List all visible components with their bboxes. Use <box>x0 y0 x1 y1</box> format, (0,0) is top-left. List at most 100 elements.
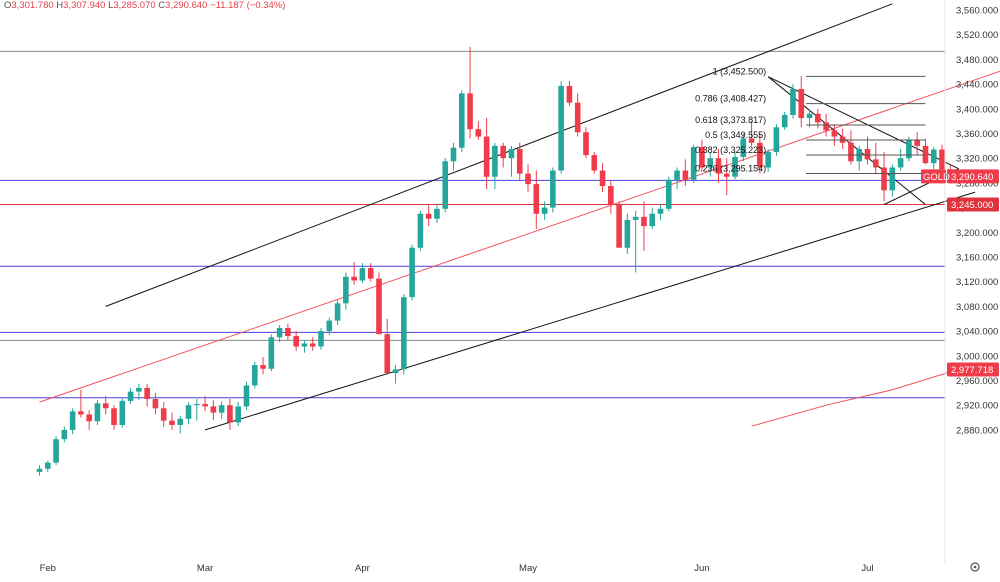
candle-body <box>194 403 200 406</box>
candle <box>293 331 299 351</box>
candle <box>591 152 598 174</box>
candle <box>608 179 614 214</box>
candle-body <box>318 331 324 347</box>
candle-body <box>36 468 43 472</box>
fib-level-label: 0.618 (3,373.817) <box>695 115 766 125</box>
candle-body <box>177 418 184 425</box>
symbol-tag-label: GOLD <box>923 172 950 183</box>
candle-body <box>732 156 738 177</box>
candle <box>699 139 705 171</box>
y-tick-label: 3,400.000 <box>956 104 998 115</box>
candle <box>583 127 589 159</box>
fib-level-label: 1 (3,452.500) <box>713 66 767 76</box>
candle-body <box>806 113 813 119</box>
candle <box>674 167 680 190</box>
candle-body <box>160 408 167 421</box>
candle-body <box>516 148 523 174</box>
candle <box>881 152 887 202</box>
candle <box>450 142 457 171</box>
candle <box>169 412 175 430</box>
candle <box>119 397 126 428</box>
candle-body <box>202 403 208 407</box>
candle <box>624 213 631 254</box>
candle-body <box>285 328 291 337</box>
candle <box>61 426 68 443</box>
candle <box>748 121 755 146</box>
y-tick-label: 3,280.000 <box>956 178 998 189</box>
candle-body <box>434 208 440 219</box>
candle-body <box>665 179 672 209</box>
x-tick-label: Apr <box>355 563 370 574</box>
candle-body <box>831 130 838 137</box>
candle <box>740 133 747 162</box>
candle <box>94 400 101 425</box>
candle <box>732 152 738 180</box>
close-value: 3,290.640 <box>165 0 208 11</box>
candle <box>243 381 250 411</box>
candle-body <box>914 139 920 146</box>
candle-body <box>525 173 531 185</box>
candle-body <box>210 406 217 413</box>
trendline <box>883 168 959 205</box>
candle-body <box>848 142 854 162</box>
candle <box>202 395 208 412</box>
candle <box>690 144 697 183</box>
candle-body <box>872 159 879 168</box>
candle <box>268 334 275 372</box>
candle <box>516 142 523 180</box>
candle <box>922 138 929 165</box>
candle-body <box>136 387 142 392</box>
candle-body <box>657 208 664 214</box>
candle-body <box>781 114 788 128</box>
candle <box>144 384 150 407</box>
time-axis: Feb Mar Apr May Jun Jul <box>40 563 874 574</box>
y-tick-label: 3,080.000 <box>956 302 998 313</box>
candle-body <box>392 369 399 374</box>
candle <box>632 210 639 273</box>
candle <box>649 207 656 230</box>
candle-body <box>566 85 573 103</box>
trendline <box>105 3 893 307</box>
candle <box>806 110 813 128</box>
fibonacci-retracement: 1 (3,452.500) 0.786 (3,408.427) 0.618 (3,3… <box>695 66 926 175</box>
candle-body <box>86 414 92 422</box>
y-tick-label: 3,040.000 <box>956 327 998 338</box>
candle <box>301 340 308 353</box>
candle-body <box>343 276 349 304</box>
candle <box>715 148 722 183</box>
moving-average <box>751 368 959 427</box>
candle <box>616 201 622 248</box>
candle-body <box>897 158 904 168</box>
candle <box>848 130 854 165</box>
candle-body <box>44 462 51 469</box>
candle-body <box>740 138 747 157</box>
candle-body <box>367 268 374 279</box>
candle-body <box>591 155 598 171</box>
settings-icon[interactable] <box>970 562 980 572</box>
candle <box>723 158 730 196</box>
candle <box>111 405 117 430</box>
y-tick-label: 3,560.000 <box>956 6 998 17</box>
candle-body <box>864 148 871 160</box>
candle <box>864 136 871 165</box>
candle <box>665 176 672 212</box>
candle <box>260 357 266 375</box>
candle <box>86 410 92 430</box>
candle <box>102 395 109 415</box>
candle-body <box>550 170 556 208</box>
candle <box>376 272 382 335</box>
candle <box>185 402 192 425</box>
candle <box>359 263 366 283</box>
y-tick-label: 3,520.000 <box>956 30 998 41</box>
x-tick-label: Jul <box>861 563 873 574</box>
candle <box>78 389 84 418</box>
candle <box>44 460 51 472</box>
candle-body <box>889 167 896 191</box>
candle <box>467 47 473 139</box>
open-value: 3,301.780 <box>11 0 54 11</box>
candle-body <box>144 387 150 400</box>
candle <box>276 324 283 343</box>
candle-body <box>467 93 473 130</box>
candle-body <box>69 411 76 430</box>
